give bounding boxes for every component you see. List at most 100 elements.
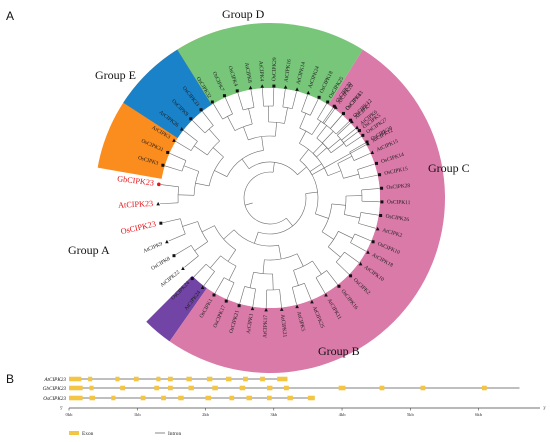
exon-block: [154, 385, 160, 391]
leaf-marker-square: [159, 221, 163, 225]
leaf-branch: [310, 99, 319, 116]
clade-arc: [204, 125, 214, 134]
gene-name: GbCIPK23: [43, 386, 67, 392]
clade-branch: [194, 145, 208, 156]
exon-legend-label: Exon: [82, 431, 94, 437]
leaf-marker-triangle: [324, 292, 328, 297]
exon-block: [481, 385, 487, 391]
leaf-branch: [337, 122, 351, 136]
leaf-marker-triangle: [358, 261, 363, 266]
leaf-marker-square: [371, 240, 375, 244]
exon-block: [89, 385, 94, 391]
exon-block: [260, 376, 265, 382]
clade-arc: [317, 118, 325, 124]
leaf-branch: [265, 289, 268, 308]
five-prime-label: 5': [60, 406, 63, 411]
clade-arc: [301, 111, 311, 116]
exon-block: [239, 385, 246, 391]
clade-branch: [214, 170, 228, 177]
leaf-marker-triangle: [181, 266, 185, 270]
axis-tick-label: 3kb: [270, 412, 278, 417]
leaf-marker-square: [380, 200, 384, 204]
leaf-marker-square: [361, 133, 365, 137]
leaf-branch: [279, 289, 282, 308]
leaf-marker-square: [161, 163, 165, 167]
leaf-label: AtCIPK21: [279, 314, 287, 338]
leaf-marker-square: [189, 117, 193, 121]
leaf-branch: [344, 251, 360, 263]
group-sector-d: [177, 23, 363, 105]
clade-branch: [327, 170, 342, 177]
three-prime-label: 3': [543, 406, 546, 411]
clade-arc: [234, 123, 253, 131]
leaf-label: AtCIPK17: [262, 315, 269, 339]
clade-branch: [208, 128, 220, 142]
leaf-branch: [226, 282, 235, 300]
leaf-branch: [164, 165, 183, 172]
leaf-marker-triangle: [250, 306, 255, 311]
group-a-label: Group A: [68, 243, 110, 257]
leaf-label: AtCIPK5: [295, 311, 306, 333]
group-ring: [97, 23, 446, 374]
leaf-branch: [361, 200, 380, 203]
leaf-marker-triangle: [156, 201, 160, 206]
clade-arc: [282, 106, 293, 110]
leaf-branch: [193, 263, 207, 278]
leaf-marker-square: [357, 129, 361, 133]
leaf-branch: [184, 255, 199, 268]
clade-branch: [286, 218, 293, 227]
leaf-label: AtCIPK8: [243, 62, 252, 83]
group-d-label: Group D: [222, 7, 265, 21]
axis-tick-label: 6kb: [475, 412, 483, 417]
leaf-label: AtCIPK16: [284, 59, 293, 83]
leaf-marker-triangle: [370, 150, 375, 154]
leaf-marker-square: [272, 84, 276, 88]
leaf-branch: [262, 88, 264, 107]
clade-branch: [241, 158, 250, 169]
leaf-branch: [175, 245, 192, 255]
panel-a-label: A: [6, 9, 14, 23]
leaf-branch: [169, 152, 187, 161]
exon-block: [133, 376, 139, 382]
leaf-label: GbCIPK23: [117, 174, 155, 187]
exon-legend-swatch: [69, 431, 79, 435]
clade-branch: [194, 241, 208, 252]
clade-branch: [210, 255, 221, 269]
axis-tick-label: 0kb: [66, 412, 74, 417]
clade-branch: [331, 203, 346, 206]
leaf-marker-square: [349, 274, 353, 278]
leaf-marker-triangle: [172, 138, 176, 142]
exon-block: [284, 385, 289, 391]
leaf-marker-triangle: [334, 105, 338, 109]
leaf-label: AtCIPK14: [296, 61, 307, 85]
leaf-branch: [353, 152, 371, 161]
axis-tick-label: 5kb: [407, 412, 415, 417]
leaf-branch: [346, 136, 362, 147]
leaf-marker-triangle: [355, 125, 359, 130]
leaf-branch: [202, 111, 214, 126]
clade-branch: [223, 229, 235, 240]
leaf-marker-triangle: [165, 239, 169, 244]
clade-branch: [272, 273, 274, 290]
clade-branch: [296, 253, 304, 267]
clade-branch: [243, 126, 249, 141]
clade-branch: [311, 121, 322, 135]
clade-branch: [316, 125, 327, 139]
clade-branch: [275, 122, 277, 137]
phylogenetic-tree: [160, 88, 380, 308]
leaf-label: AtCIPK1: [246, 313, 255, 334]
leaf-marker-square: [190, 277, 194, 281]
exon-block: [266, 385, 273, 391]
leaf-marker-square: [210, 100, 214, 104]
exon-block: [161, 395, 166, 401]
clade-branch: [183, 165, 199, 172]
leaf-label: OsCIPK29: [271, 57, 278, 81]
leaf-marker-square: [199, 108, 203, 112]
exon-block: [120, 385, 125, 391]
clade-arc: [357, 169, 361, 179]
leaf-branch: [358, 223, 376, 229]
clade-branch: [284, 107, 288, 124]
leaf-marker-square: [379, 214, 383, 218]
leaf-marker-square: [235, 89, 239, 93]
